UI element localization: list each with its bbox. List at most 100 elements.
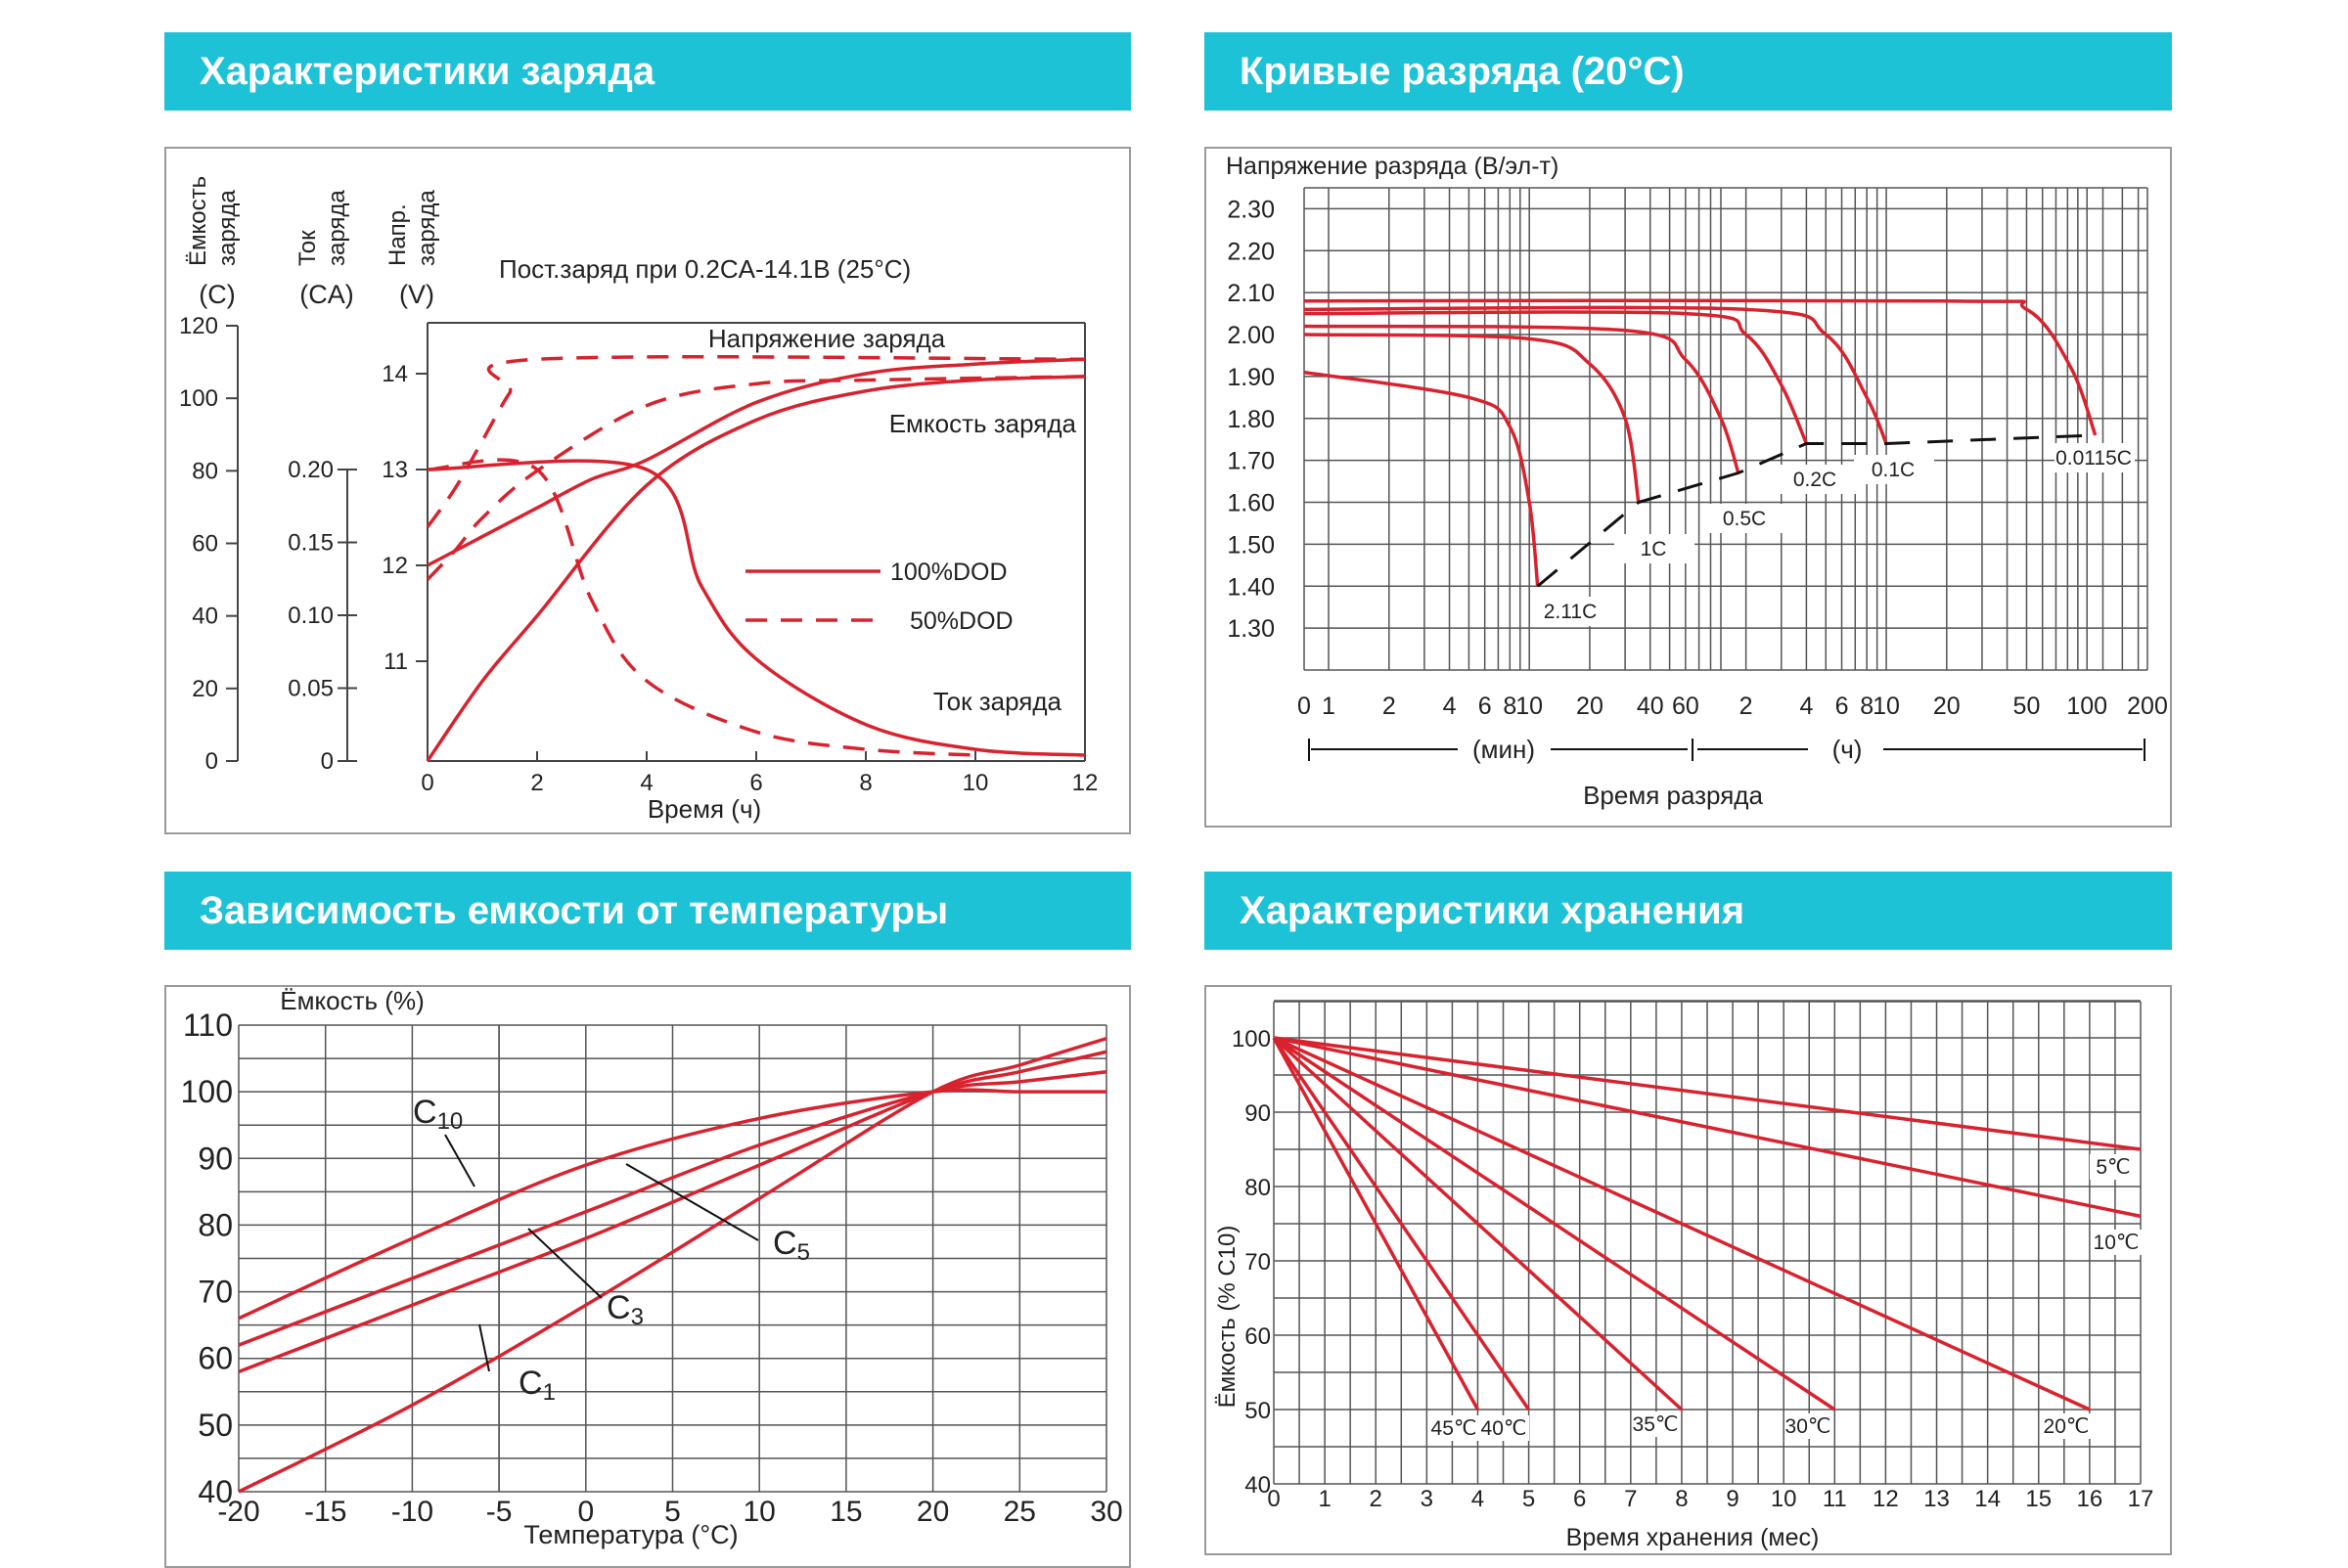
x-axis-title: Время (ч): [648, 794, 761, 824]
series-label-bg: [1632, 1411, 1681, 1437]
x-tick-label: 15: [830, 1496, 862, 1528]
axis-name-line: Напр.: [384, 203, 411, 266]
x-tick-label: 6: [1573, 1486, 1586, 1512]
x-tick-label: 5: [664, 1496, 681, 1528]
series-label: 0.2C: [1793, 469, 1836, 491]
callout-leader: [478, 1323, 490, 1372]
series-label-bg: [1480, 1415, 1529, 1441]
y-tick-label: 2.00: [1227, 322, 1275, 349]
x-tick-label: 12: [1873, 1486, 1899, 1512]
series-0-0115C: [1303, 298, 2098, 436]
series-2-11C: [1303, 370, 1540, 587]
axis-name-line: заряда: [324, 190, 350, 266]
x-tick-label: -10: [391, 1496, 433, 1528]
y-tick-label: 40: [198, 1474, 233, 1509]
current-tick-label: 0.05: [288, 676, 334, 702]
series-c10: [238, 1088, 1106, 1321]
x-tick-label: 8: [1860, 693, 1874, 720]
y-tick-label: 90: [198, 1141, 233, 1176]
series-label-bg: [2054, 443, 2135, 472]
axis-name-line: Ёмкость: [185, 176, 211, 266]
voltage-tick-label: 14: [382, 361, 408, 387]
y-tick-label: 1.50: [1227, 531, 1275, 559]
x-tick-label: 2: [1370, 1486, 1382, 1512]
series-voltage-50dod: [426, 355, 1086, 528]
series-label-c3: C3: [607, 1289, 644, 1330]
y-tick-label: 1.80: [1227, 406, 1275, 433]
voltage-tick-label: 12: [382, 553, 408, 579]
voltage-tick-label: 11: [384, 649, 408, 675]
x-tick-label: 20: [1933, 693, 1961, 720]
series-label-bg: [2090, 1154, 2139, 1180]
series-label: 0.0115C: [2055, 447, 2132, 470]
callout-leader: [444, 1134, 475, 1187]
x-tick-label: 60: [1672, 693, 1699, 720]
banner-storage-characteristics: Характеристики хранения: [1204, 872, 2172, 950]
x-tick-label: 12: [1072, 770, 1099, 796]
series-10℃: [1273, 1036, 2142, 1219]
series-label-bg: [1430, 1415, 1479, 1441]
y-tick-label: 100: [1232, 1026, 1271, 1053]
x-tick-label: 30: [1090, 1496, 1122, 1528]
x-tick-label: -5: [486, 1496, 513, 1528]
x-tick-label: 8: [1675, 1486, 1688, 1512]
y-tick-label: 1.40: [1227, 573, 1275, 601]
series-label-bg: [1776, 465, 1856, 494]
current-tick-label: 0.20: [288, 457, 334, 483]
series-label-bg: [1614, 534, 1694, 563]
x-tick-label: 20: [917, 1496, 949, 1528]
x-tick-label: 4: [1799, 693, 1813, 720]
series-label: 1C: [1641, 538, 1667, 560]
series-label-bg: [1531, 597, 1611, 626]
series-20℃: [1273, 1036, 2091, 1411]
x-tick-label: 4: [1443, 693, 1457, 720]
current-tick-label: 0.10: [288, 603, 334, 629]
x-tick-label: 0: [1297, 693, 1311, 720]
x-tick-label: 9: [1726, 1486, 1738, 1512]
y-tick-label: 2.20: [1227, 238, 1275, 265]
series-label: 30℃: [1785, 1415, 1831, 1438]
x-tick-label: 16: [2077, 1486, 2103, 1512]
x-tick-label: 10: [963, 770, 989, 796]
x-tick-label: 8: [1503, 693, 1516, 720]
x-tick-label: 0: [1267, 1486, 1280, 1512]
capacity-tick-label: 20: [192, 676, 218, 702]
x-tick-label: 2: [1739, 693, 1753, 720]
series-30℃: [1273, 1036, 1836, 1411]
series-label: 35℃: [1633, 1413, 1679, 1436]
x-unit-minutes: (мин): [1472, 735, 1535, 764]
x-tick-label: 7: [1624, 1486, 1637, 1512]
series-label: 0.1C: [1872, 459, 1915, 481]
series-label: 0.5C: [1723, 508, 1766, 530]
axis-unit: (V): [399, 280, 434, 309]
y-axis-title: Ёмкость (%): [280, 986, 424, 1015]
series-label-bg: [2093, 1230, 2142, 1255]
banner-discharge-curves: Кривые разряда (20°C): [1204, 32, 2172, 111]
x-tick-label: 20: [1576, 693, 1603, 720]
series-capacity-50dod: [426, 375, 1086, 581]
annotation-current: Ток заряда: [933, 687, 1062, 716]
series-c1: [238, 1036, 1107, 1494]
x-unit-hours: (ч): [1832, 735, 1863, 764]
x-tick-label: 6: [1478, 693, 1492, 720]
x-tick-label: 13: [1923, 1486, 1950, 1512]
current-tick-label: 0: [321, 748, 334, 775]
series-c5: [238, 1069, 1107, 1347]
y-tick-label: 1.30: [1227, 615, 1275, 643]
x-tick-label: 100: [2066, 693, 2107, 720]
current-tick-label: 0.15: [288, 530, 334, 557]
capacity-tick-label: 100: [179, 385, 218, 412]
x-tick-label: 2: [1382, 693, 1396, 720]
chart-subtitle: Пост.заряд при 0.2CA-14.1B (25°C): [499, 254, 911, 284]
series-5℃: [1273, 1036, 2142, 1151]
legend-label-50dod: 50%DOD: [910, 607, 1014, 635]
series-35℃: [1272, 1036, 1684, 1411]
y-tick-label: 1.60: [1227, 490, 1275, 517]
capacity-tick-label: 40: [192, 604, 218, 630]
x-tick-label: 10: [1515, 693, 1543, 720]
series-label-bg: [1854, 455, 1934, 484]
annotation-voltage: Напряжение заряда: [708, 324, 946, 353]
